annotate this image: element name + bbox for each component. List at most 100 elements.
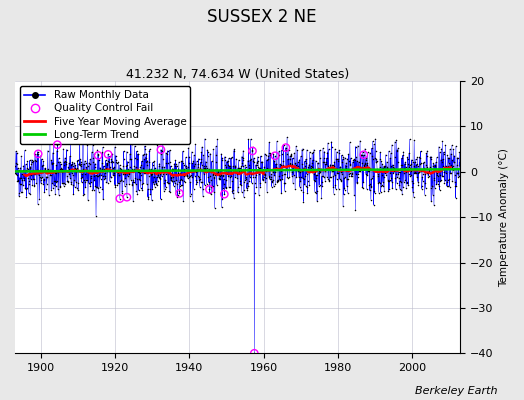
Point	[97, 160, 106, 166]
Point	[45, 168, 53, 174]
Point	[365, 166, 373, 173]
Point	[425, 170, 434, 176]
Point	[332, 165, 340, 172]
Point	[358, 160, 366, 166]
Point	[82, 176, 90, 183]
Point	[269, 169, 277, 175]
Point	[420, 165, 429, 171]
Point	[61, 158, 69, 165]
Point	[154, 167, 162, 174]
Point	[53, 142, 61, 148]
Point	[105, 166, 114, 173]
Point	[117, 168, 126, 175]
Point	[200, 170, 208, 177]
Point	[237, 182, 245, 188]
Point	[317, 195, 325, 202]
Point	[174, 179, 183, 186]
Point	[288, 169, 297, 175]
Point	[300, 181, 309, 188]
Point	[310, 177, 318, 183]
Point	[340, 184, 348, 191]
Point	[165, 170, 173, 176]
Point	[281, 171, 289, 177]
Point	[20, 172, 28, 178]
Point	[126, 140, 135, 146]
Point	[274, 176, 282, 183]
Point	[46, 172, 54, 178]
Point	[308, 160, 316, 166]
Point	[64, 168, 72, 175]
Point	[341, 174, 350, 180]
Point	[386, 170, 395, 176]
Point	[183, 164, 192, 170]
Point	[63, 172, 71, 179]
Point	[25, 177, 34, 184]
Point	[192, 176, 200, 183]
Point	[63, 178, 71, 184]
Point	[320, 155, 329, 162]
Point	[450, 153, 458, 159]
Point	[414, 163, 422, 169]
Point	[205, 186, 214, 192]
Point	[90, 177, 99, 184]
Point	[198, 178, 206, 185]
Point	[396, 178, 404, 184]
Point	[448, 178, 456, 184]
Point	[436, 156, 445, 163]
Point	[386, 177, 394, 183]
Point	[432, 154, 441, 161]
Point	[261, 175, 270, 182]
Point	[445, 176, 454, 182]
Point	[31, 151, 39, 158]
Point	[337, 177, 345, 183]
Point	[152, 182, 161, 188]
Point	[181, 170, 189, 176]
Point	[149, 174, 158, 180]
Point	[90, 151, 99, 158]
Point	[282, 164, 290, 171]
Point	[156, 176, 164, 182]
Point	[268, 178, 276, 184]
Point	[126, 150, 134, 157]
Point	[68, 170, 76, 176]
Point	[144, 196, 152, 202]
Point	[99, 186, 107, 192]
Point	[99, 144, 107, 150]
Point	[372, 158, 380, 165]
Point	[146, 146, 154, 153]
Point	[80, 191, 88, 197]
Point	[67, 179, 75, 186]
Point	[16, 180, 24, 187]
Point	[116, 165, 125, 171]
Point	[243, 180, 251, 186]
Point	[157, 196, 165, 202]
Point	[215, 174, 224, 181]
Point	[253, 158, 261, 165]
Point	[121, 175, 129, 181]
Point	[345, 171, 353, 178]
Point	[355, 164, 363, 170]
Point	[404, 182, 412, 188]
Point	[364, 168, 372, 174]
Point	[197, 156, 205, 162]
Point	[415, 169, 423, 175]
Point	[126, 164, 134, 170]
Point	[325, 176, 334, 183]
Point	[326, 174, 335, 181]
Point	[228, 190, 237, 197]
Point	[413, 170, 422, 176]
Point	[143, 161, 151, 168]
Point	[13, 161, 21, 167]
Point	[27, 161, 36, 167]
Point	[192, 181, 201, 187]
Point	[267, 171, 276, 177]
Point	[324, 146, 333, 152]
Point	[313, 188, 322, 195]
Point	[232, 156, 241, 162]
Point	[174, 166, 182, 172]
Point	[50, 182, 58, 188]
Point	[339, 203, 347, 210]
Point	[379, 164, 387, 171]
Point	[442, 163, 451, 169]
Point	[398, 155, 406, 161]
